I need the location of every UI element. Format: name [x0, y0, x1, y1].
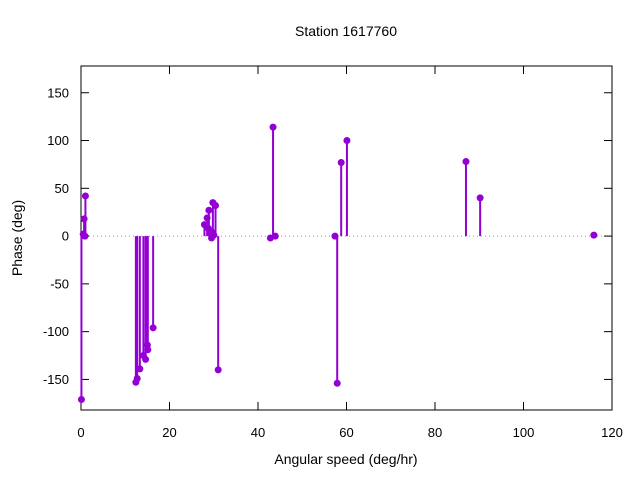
data-point-marker: [476, 194, 484, 202]
data-point-marker: [77, 395, 85, 403]
chart-title: Station 1617760: [295, 23, 397, 39]
data-point-marker: [271, 232, 279, 240]
x-tick-label: 120: [601, 425, 623, 440]
x-axis-label: Angular speed (deg/hr): [274, 451, 417, 467]
y-tick-label: -50: [50, 276, 69, 291]
data-point-marker: [205, 206, 213, 214]
x-tick-label: 100: [513, 425, 535, 440]
data-point-marker: [214, 366, 222, 374]
y-tick-label: 100: [47, 133, 69, 148]
data-point-marker: [343, 137, 351, 145]
axes-layer: 0 20 40 60 80 100 120 -150 -100 -50 0 50 100 150: [43, 65, 623, 440]
data-point-marker: [462, 158, 470, 166]
data-point-marker: [333, 379, 341, 387]
data-point-marker: [142, 355, 150, 363]
y-tick-label: 150: [47, 85, 69, 100]
data-point-marker: [144, 346, 152, 354]
data-point-marker: [212, 202, 220, 210]
plot-border: [80, 65, 613, 411]
x-tick-label: 20: [162, 425, 176, 440]
y-tick-label: -150: [43, 372, 69, 387]
x-tick-label: 0: [77, 425, 84, 440]
data-point-marker: [81, 192, 89, 200]
x-tick-label: 60: [339, 425, 353, 440]
x-tick-label: 40: [251, 425, 265, 440]
data-point-marker: [269, 123, 277, 131]
y-tick-label: -100: [43, 324, 69, 339]
data-point-marker: [337, 159, 345, 167]
data-point-marker: [136, 365, 144, 373]
data-point-marker: [590, 231, 598, 239]
x-tick-label: 80: [428, 425, 442, 440]
data-point-marker: [133, 374, 141, 382]
impulse-series-layer: [77, 123, 598, 403]
y-tick-label: 0: [62, 229, 69, 244]
y-tick-label: 50: [55, 181, 69, 196]
data-point-marker: [149, 324, 157, 332]
y-axis-label: Phase (deg): [9, 200, 25, 276]
data-point-marker: [80, 215, 88, 223]
